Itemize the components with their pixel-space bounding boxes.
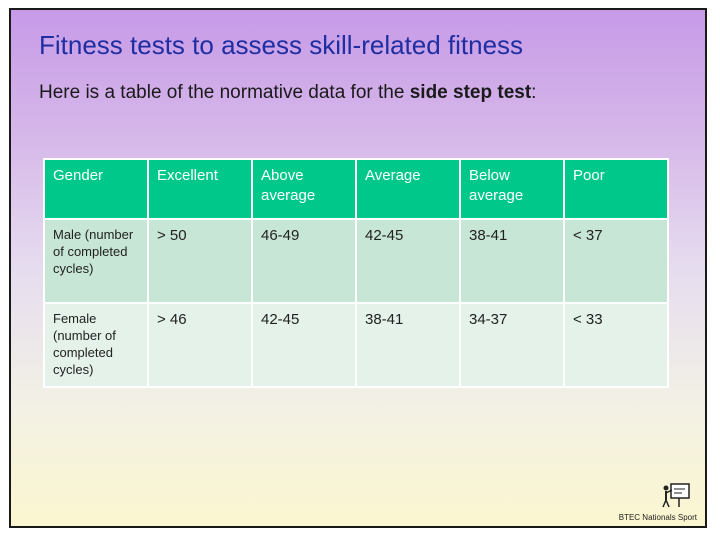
- logo-text: BTEC Nationals Sport: [618, 513, 697, 522]
- slide: Fitness tests to assess skill-related fi…: [9, 8, 707, 528]
- header-poor: Poor: [563, 158, 669, 220]
- cell-male-average: 42-45: [355, 218, 461, 304]
- table-header-row: Gender Excellent Above average Average B…: [43, 158, 669, 220]
- cell-female-gender: Female (number of completed cycles): [43, 302, 149, 388]
- header-excellent: Excellent: [147, 158, 253, 220]
- header-below-average: Below average: [459, 158, 565, 220]
- cell-male-excellent: > 50: [147, 218, 253, 304]
- slide-title: Fitness tests to assess skill-related fi…: [39, 30, 524, 60]
- header-average: Average: [355, 158, 461, 220]
- cell-male-poor: < 37: [563, 218, 669, 304]
- cell-male-above-average: 46-49: [251, 218, 357, 304]
- table-row-female: Female (number of completed cycles) > 46…: [43, 302, 669, 388]
- teacher-at-board-icon: [662, 483, 690, 508]
- cell-female-above-average: 42-45: [251, 302, 357, 388]
- subtitle-prefix: Here is a table of the normative data fo…: [39, 82, 410, 103]
- slide-subtitle: Here is a table of the normative data fo…: [39, 82, 536, 104]
- cell-female-below-average: 34-37: [459, 302, 565, 388]
- cell-female-poor: < 33: [563, 302, 669, 388]
- subtitle-suffix: :: [531, 82, 537, 103]
- cell-female-excellent: > 46: [147, 302, 253, 388]
- table-row-male: Male (number of completed cycles) > 50 4…: [43, 218, 669, 304]
- cell-male-below-average: 38-41: [459, 218, 565, 304]
- header-above-average: Above average: [251, 158, 357, 220]
- normative-data-table: Gender Excellent Above average Average B…: [43, 158, 669, 388]
- btec-logo: BTEC Nationals Sport: [611, 482, 699, 522]
- header-gender: Gender: [43, 158, 149, 220]
- cell-female-average: 38-41: [355, 302, 461, 388]
- subtitle-bold: side step test: [409, 82, 532, 103]
- cell-male-gender: Male (number of completed cycles): [43, 218, 149, 304]
